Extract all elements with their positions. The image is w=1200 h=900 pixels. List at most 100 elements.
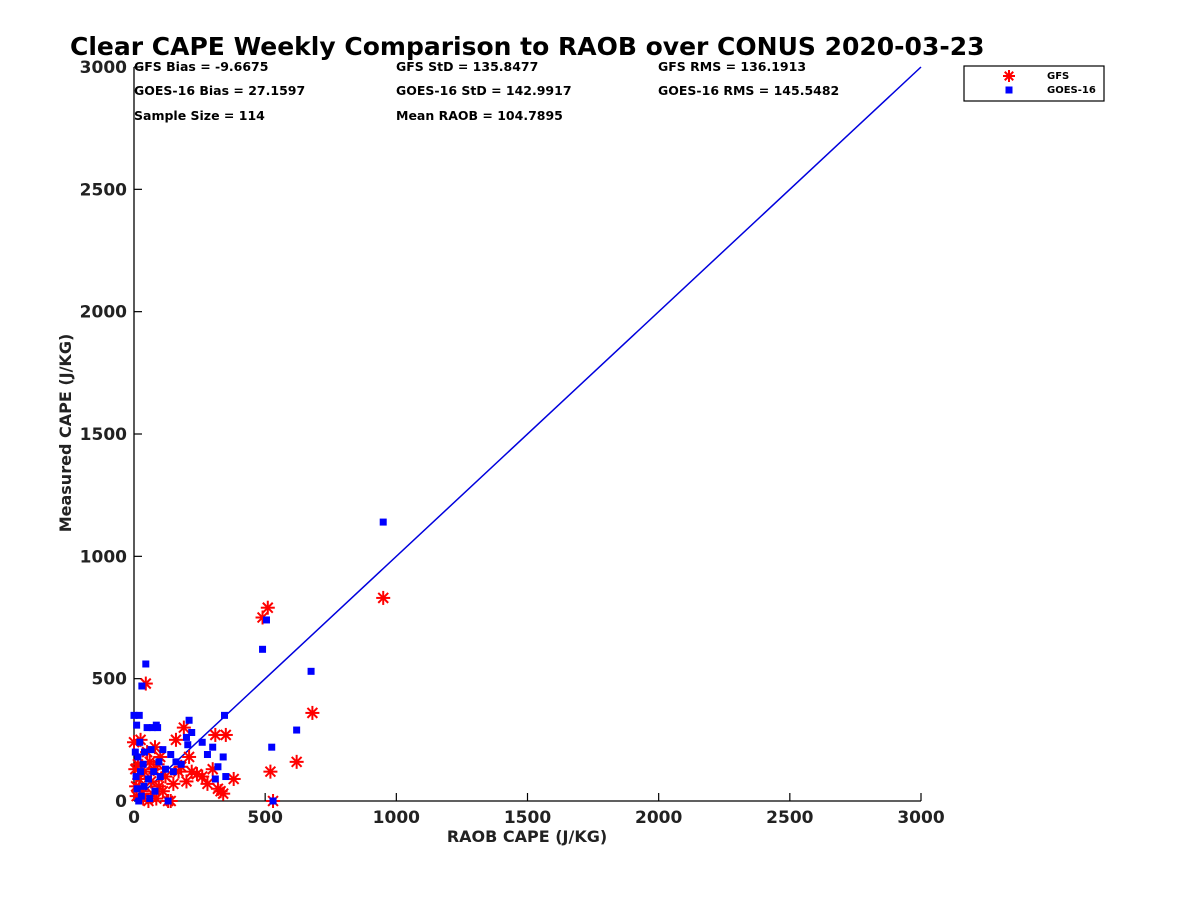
chart-title: Clear CAPE Weekly Comparison to RAOB ove… xyxy=(70,32,985,61)
x-tick-label: 500 xyxy=(247,808,283,828)
gfs-point xyxy=(179,774,194,789)
stat-text: GOES-16 Bias = 27.1597 xyxy=(134,83,305,98)
goes16-point xyxy=(134,753,142,761)
stat-text: GFS Bias = -9.6675 xyxy=(134,59,268,74)
goes16-point xyxy=(379,518,387,526)
x-tick-label: 2000 xyxy=(635,808,682,828)
gfs-point xyxy=(289,754,304,769)
y-tick-label: 2000 xyxy=(80,303,127,323)
x-tick-label: 1000 xyxy=(373,808,420,828)
gfs-point xyxy=(182,749,197,764)
goes16-point xyxy=(151,787,159,795)
goes16-point xyxy=(167,751,175,759)
goes16-point xyxy=(133,721,141,729)
stats-block: GFS Bias = -9.6675 GFS StD = 135.8477 GFS … xyxy=(134,59,839,123)
x-tick-label: 2500 xyxy=(766,808,813,828)
goes16-point xyxy=(219,753,227,761)
goes16-point xyxy=(135,711,143,719)
stat-text: GFS StD = 135.8477 xyxy=(396,59,538,74)
goes16-point xyxy=(150,768,158,776)
y-tick-label: 2500 xyxy=(80,180,127,200)
goes16-point xyxy=(209,743,217,751)
legend-gfs-marker xyxy=(1003,70,1015,82)
goes16-point xyxy=(214,763,222,771)
plot-area: 0 500 1000 1500 2000 2500 3000 0 500 1000 1500 2000… xyxy=(80,58,945,828)
gfs-series xyxy=(127,590,391,808)
goes16-point xyxy=(136,738,144,746)
gfs-point xyxy=(176,720,191,735)
gfs-point xyxy=(218,727,233,742)
goes16-point xyxy=(188,728,196,736)
goes16-point xyxy=(172,758,180,766)
goes16-point xyxy=(140,748,148,756)
y-tick-label: 0 xyxy=(115,792,127,812)
goes16-point xyxy=(138,682,146,690)
goes16-point xyxy=(154,724,162,732)
goes16-point xyxy=(211,775,219,783)
goes16-point xyxy=(132,773,140,781)
gfs-point xyxy=(305,705,320,720)
goes16-point xyxy=(144,775,152,783)
goes16-point xyxy=(133,785,141,793)
goes16-point xyxy=(159,746,167,754)
goes16-point xyxy=(147,746,155,754)
goes16-point xyxy=(139,760,147,768)
stat-text: GOES-16 RMS = 145.5482 xyxy=(658,83,839,98)
gfs-point xyxy=(376,590,391,605)
gfs-point xyxy=(263,764,278,779)
y-tick-label: 500 xyxy=(92,670,128,690)
goes16-point xyxy=(198,738,206,746)
goes16-point xyxy=(269,797,277,805)
legend-box xyxy=(963,65,1105,102)
goes16-point xyxy=(222,773,230,781)
goes16-point xyxy=(140,782,148,790)
x-tick-label: 1500 xyxy=(504,808,551,828)
gfs-point xyxy=(260,600,275,615)
goes16-point xyxy=(161,765,169,773)
goes16-point xyxy=(135,797,143,805)
goes16-point xyxy=(203,751,211,759)
gfs-point xyxy=(168,732,183,747)
one-to-one-line xyxy=(133,66,922,802)
y-tick-label: 3000 xyxy=(80,58,127,78)
y-tick-label: 1500 xyxy=(80,425,127,445)
goes16-point xyxy=(169,768,177,776)
goes16-point xyxy=(148,724,156,732)
goes16-point xyxy=(262,616,270,624)
x-tick-label: 3000 xyxy=(897,808,944,828)
goes16-point xyxy=(142,660,150,668)
legend-goes16-marker xyxy=(1005,86,1013,94)
x-tick-label: 0 xyxy=(128,808,140,828)
goes16-point xyxy=(155,758,163,766)
y-tick-label: 1000 xyxy=(80,547,127,567)
goes16-point xyxy=(185,716,193,724)
y-axis-label: Measured CAPE (J/KG) xyxy=(56,334,75,533)
legend: GFS GOES-16 xyxy=(963,65,1105,102)
gfs-point xyxy=(195,769,210,784)
goes16-point xyxy=(307,667,315,675)
stat-text: Mean RAOB = 104.7895 xyxy=(396,108,563,123)
goes16-point xyxy=(146,795,154,803)
gfs-point xyxy=(200,776,215,791)
goes16-point xyxy=(293,726,301,734)
gfs-point xyxy=(216,786,231,801)
legend-goes16-label: GOES-16 xyxy=(1047,85,1096,96)
goes16-point xyxy=(268,743,276,751)
stat-text: GFS RMS = 136.1913 xyxy=(658,59,806,74)
goes16-point xyxy=(259,645,267,653)
goes16-point xyxy=(131,748,139,756)
goes16-point xyxy=(177,760,185,768)
goes16-point xyxy=(221,711,229,719)
goes16-point xyxy=(130,711,138,719)
x-axis-label: RAOB CAPE (J/KG) xyxy=(447,827,607,846)
goes16-point xyxy=(184,741,192,749)
goes16-series xyxy=(130,518,387,805)
stat-text: GOES-16 StD = 142.9917 xyxy=(396,83,572,98)
stat-text: Sample Size = 114 xyxy=(134,108,265,123)
goes16-point xyxy=(137,768,145,776)
goes16-point xyxy=(156,773,164,781)
goes16-point xyxy=(143,724,151,732)
gfs-point xyxy=(166,776,181,791)
legend-gfs-label: GFS xyxy=(1047,71,1069,82)
